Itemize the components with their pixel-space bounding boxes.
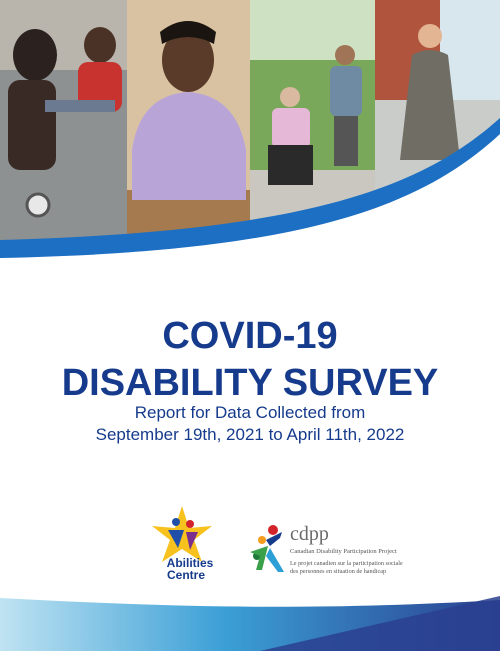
blue-swoosh [0,118,500,258]
logo-text: des personnes en situation de handicap [290,568,386,575]
logo-text: Le projet canadien sur la participation … [290,560,403,567]
logo-text: Canadian Disability Participation Projec… [290,548,397,555]
bottom-band-accent [260,596,500,651]
logo-text: cdpp [290,523,329,545]
subtitle-line: September 19th, 2021 to April 11th, 2022 [96,425,405,444]
title-line: COVID-19 [162,315,337,357]
logo-text: Centre [167,568,205,582]
subtitle-line: Report for Data Collected from [135,403,366,422]
logo-text: Abilities [167,556,214,570]
cdpp-logo: cdpp Canadian Disability Participation P… [250,523,403,575]
photo-strip [0,0,500,245]
title-line: DISABILITY SURVEY [62,362,439,404]
abilities-logo: Abilities Centre [152,506,214,582]
